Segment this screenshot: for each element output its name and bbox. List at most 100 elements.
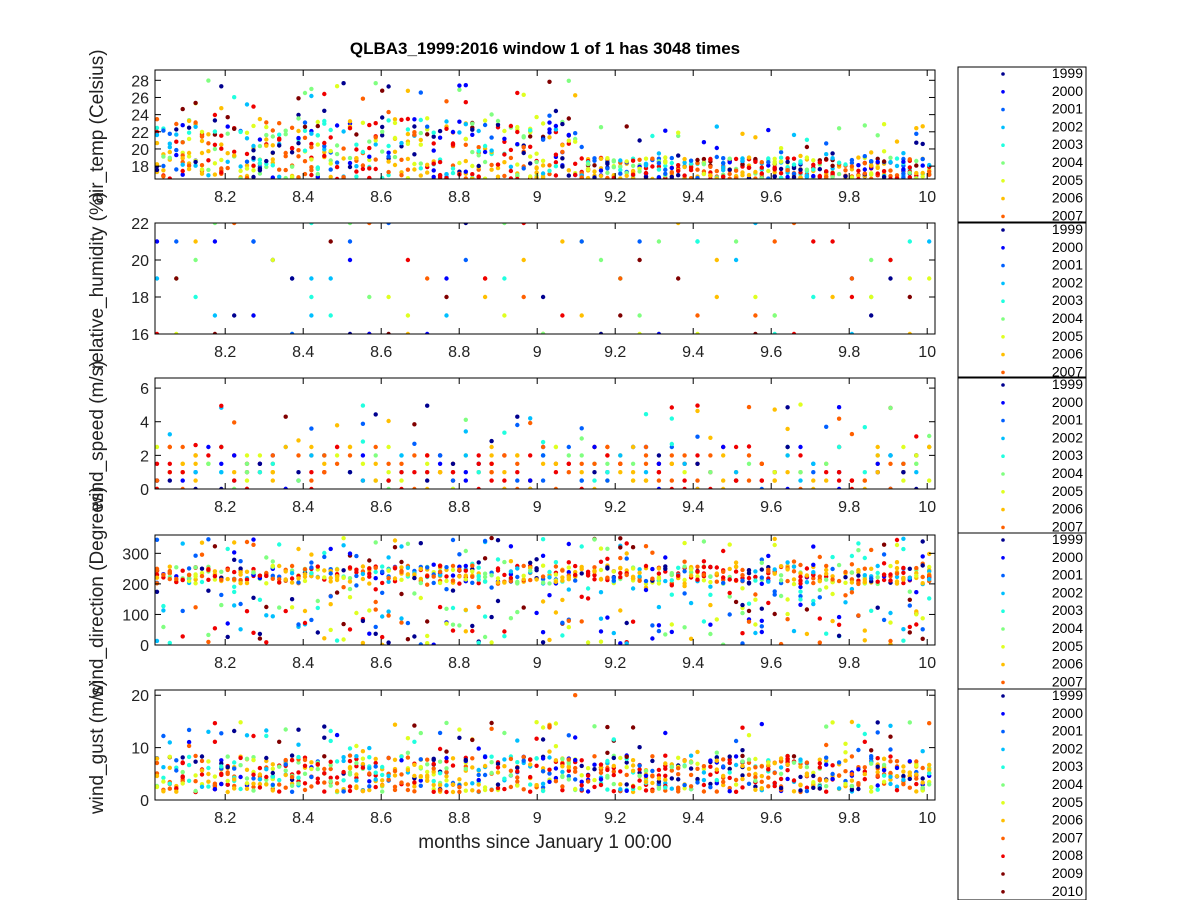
data-point [573, 139, 578, 144]
data-point [521, 573, 526, 578]
data-point [579, 544, 584, 549]
data-point [232, 223, 237, 226]
data-point [212, 118, 218, 123]
data-point [174, 758, 179, 763]
data-point [528, 161, 533, 166]
data-point [457, 777, 462, 782]
data-point [341, 568, 346, 573]
data-point [489, 726, 494, 731]
data-point [856, 155, 861, 160]
data-point [283, 757, 288, 763]
data-point [444, 755, 449, 761]
data-point [605, 787, 610, 792]
data-point [251, 168, 256, 173]
data-point [746, 766, 752, 772]
data-point [585, 586, 591, 591]
data-point [901, 577, 906, 582]
data-point [875, 720, 880, 725]
data-point [257, 631, 263, 637]
data-point [791, 174, 797, 179]
data-point [785, 174, 790, 179]
data-point [289, 576, 295, 581]
data-point [463, 169, 468, 174]
data-point [180, 156, 185, 161]
data-point [695, 749, 700, 755]
data-point [360, 571, 366, 577]
data-point [373, 784, 378, 790]
data-point [714, 145, 719, 151]
data-point [482, 149, 488, 155]
x-tick-label: 9.4 [682, 189, 704, 206]
data-point [682, 569, 687, 574]
data-point [727, 766, 732, 772]
data-point [669, 486, 674, 489]
data-point [907, 770, 912, 775]
legend-label: 2002 [1052, 118, 1083, 134]
data-point [399, 140, 404, 146]
data-point [264, 158, 269, 164]
data-point [270, 461, 275, 466]
data-point [888, 754, 893, 759]
data-point [785, 578, 790, 584]
data-point [540, 580, 546, 585]
data-point [817, 173, 822, 179]
data-point [708, 435, 713, 440]
data-point [772, 589, 777, 594]
data-point [206, 779, 211, 784]
data-point [225, 771, 230, 777]
data-point [347, 126, 353, 131]
data-point [444, 774, 449, 779]
data-point [206, 167, 211, 173]
data-point [482, 763, 488, 769]
data-point [540, 756, 546, 761]
data-point [778, 155, 784, 160]
legend-label: 2005 [1052, 483, 1083, 499]
data-point [907, 630, 912, 635]
data-point [643, 587, 649, 593]
data-point [225, 546, 230, 552]
data-point [888, 276, 893, 281]
data-point [431, 574, 436, 579]
data-point [270, 128, 275, 133]
data-point [701, 777, 707, 783]
data-point [270, 563, 275, 569]
data-point [180, 769, 185, 775]
data-point [759, 786, 764, 791]
data-point [708, 764, 713, 769]
data-point [180, 444, 185, 450]
data-point [405, 787, 411, 793]
data-point [914, 772, 919, 777]
legend-label: 2002 [1052, 429, 1083, 445]
data-point [515, 769, 520, 774]
data-point [328, 148, 333, 154]
data-point [354, 772, 359, 777]
axes-frame [154, 689, 936, 801]
data-point [334, 444, 340, 450]
data-point [238, 774, 243, 780]
data-point [618, 313, 623, 318]
data-point [624, 124, 629, 129]
data-point [328, 161, 333, 166]
data-point [470, 149, 475, 155]
data-point [540, 769, 546, 774]
data-point [888, 620, 893, 625]
data-point [476, 581, 481, 586]
data-point [914, 789, 919, 794]
data-point [309, 486, 314, 489]
data-point [695, 167, 700, 172]
data-point [289, 605, 295, 610]
data-point [766, 767, 771, 772]
data-point [515, 461, 520, 466]
data-point [380, 149, 385, 154]
data-point [392, 787, 398, 793]
data-point [869, 566, 874, 571]
data-point [502, 152, 507, 157]
data-point [592, 573, 597, 578]
data-point [766, 163, 771, 168]
data-point [881, 617, 887, 623]
data-point [437, 563, 443, 569]
data-point [592, 461, 597, 466]
data-point [914, 590, 919, 595]
data-point [585, 175, 591, 179]
